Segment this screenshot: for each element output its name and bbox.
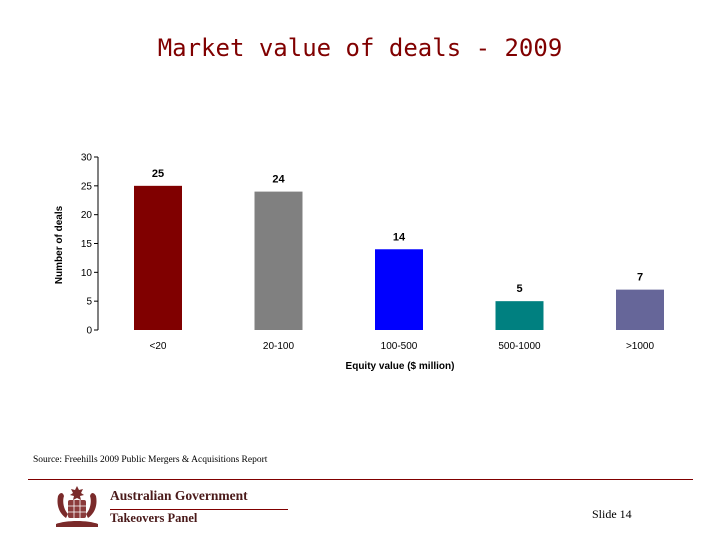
bar-data-label: 24 <box>272 174 285 186</box>
logo-text-line2: Takeovers Panel <box>110 511 198 525</box>
y-tick-label: 5 <box>86 297 92 308</box>
coat-of-arms-icon <box>56 486 98 527</box>
y-tick-label: 15 <box>81 239 93 250</box>
x-tick-label: 100-500 <box>381 341 418 352</box>
x-tick-label: >1000 <box>626 341 655 352</box>
bar <box>495 301 544 330</box>
bar-data-labels: 25 24 14 5 7 <box>152 168 643 295</box>
y-tick-label: 10 <box>81 268 93 279</box>
y-tick-label: 20 <box>81 210 93 221</box>
x-tick-label: 500-1000 <box>498 341 541 352</box>
logo-text-line1: Australian Government <box>110 488 248 503</box>
x-axis-label: Equity value ($ million) <box>346 361 455 372</box>
y-axis-label: Number of deals <box>54 205 65 284</box>
y-tick-label: 0 <box>86 326 92 337</box>
footer-divider <box>28 479 693 480</box>
y-axis: 0 5 10 15 20 25 30 <box>81 153 99 337</box>
bar <box>375 249 423 330</box>
australian-government-logo: Australian Government Takeovers Panel <box>48 484 288 530</box>
y-tick-label: 30 <box>81 153 93 164</box>
slide-title: Market value of deals - 2009 <box>157 34 563 62</box>
slide-number: Slide 14 <box>592 507 632 521</box>
logo-divider <box>110 509 288 510</box>
bar-data-label: 7 <box>637 272 643 284</box>
x-tick-label: 20-100 <box>263 341 295 352</box>
y-tick-label: 25 <box>81 181 93 192</box>
bar-data-label: 5 <box>516 283 522 295</box>
bar <box>254 191 303 330</box>
x-tick-label: <20 <box>150 341 167 352</box>
bar-data-label: 14 <box>393 231 406 243</box>
bar <box>616 289 664 330</box>
x-tick-labels: <20 20-100 100-500 500-1000 >1000 <box>150 341 655 352</box>
chart-bars <box>134 185 664 330</box>
bar <box>134 185 182 330</box>
source-note: Source: Freehills 2009 Public Mergers & … <box>33 455 268 465</box>
bar-data-label: 25 <box>152 168 164 180</box>
